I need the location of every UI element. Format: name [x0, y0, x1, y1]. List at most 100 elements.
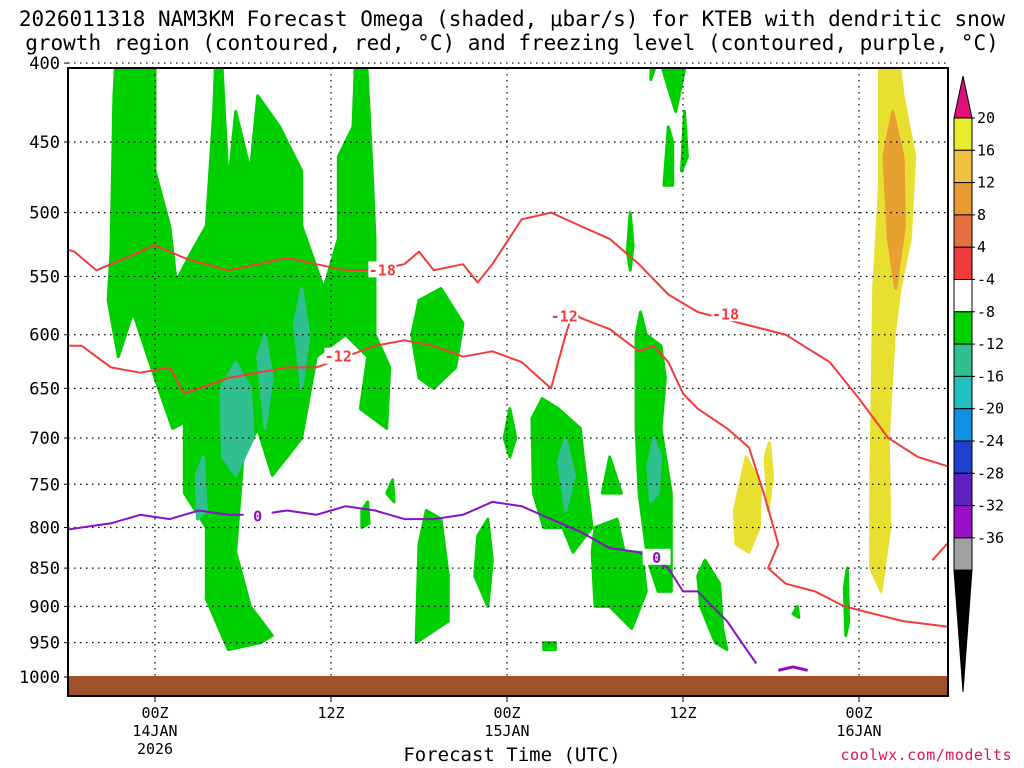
colorbar-top-arrow — [953, 75, 973, 119]
omega-region-f — [469, 0, 478, 11]
omega-region-i3 — [625, 211, 635, 272]
y-tick-label: 550 — [29, 267, 60, 287]
omega-region-h — [590, 517, 648, 630]
y-tick-label: 650 — [29, 379, 60, 399]
omega-region-e — [414, 509, 450, 645]
colorbar-swatch — [953, 472, 973, 507]
plot-frame — [67, 67, 949, 697]
dgz-label-mid-bg — [550, 307, 579, 324]
y-tick-label: 450 — [29, 133, 60, 153]
colorbar-label: -36 — [977, 529, 1004, 547]
omega-region-j2 — [662, 125, 675, 187]
omega-region-g-core — [556, 436, 576, 512]
colorbar-swatch — [953, 505, 973, 539]
x-tick-time: 00Z — [493, 704, 520, 722]
contours: -18 -12 -12 -18 0 0 — [68, 211, 948, 672]
omega-region-m — [791, 604, 801, 619]
dgz-label-upper: -18 — [369, 261, 396, 279]
x-axis-label: Forecast Time (UTC) — [403, 744, 621, 766]
freezing-label-right-bg — [642, 548, 671, 565]
omega-region-pos-c — [763, 441, 774, 512]
x-tick-time: 12Z — [317, 704, 344, 722]
omega-region-pos-d — [869, 68, 917, 593]
grid-lines — [68, 62, 948, 676]
x-tick-date: 14JAN — [132, 722, 177, 740]
colorbar-swatch — [953, 246, 973, 280]
colorbar-swatch — [953, 375, 973, 410]
dgz-contour-lower — [68, 311, 948, 628]
chart-title-line-1: 2026011318 NAM3KM Forecast Omega (shaded… — [18, 7, 1006, 31]
omega-region-l — [696, 558, 729, 652]
y-tick-label: 500 — [29, 204, 60, 224]
y-tick-label: 1000 — [19, 668, 60, 688]
omega-region-b-core2 — [194, 455, 208, 521]
x-tick-date: 15JAN — [484, 722, 529, 740]
colorbar-swatch — [953, 214, 973, 248]
colorbar-swatch — [953, 182, 973, 216]
y-tick-label: 400 — [29, 54, 60, 74]
colorbar-label: -20 — [977, 400, 1004, 418]
freezing-level-contour — [68, 500, 758, 665]
omega-shading — [106, 0, 917, 652]
omega-region-e3 — [360, 500, 371, 529]
colorbar-swatch — [953, 117, 973, 151]
colorbar-label: -8 — [977, 303, 995, 321]
colorbar-label: -16 — [977, 367, 1004, 385]
colorbar-label: -32 — [977, 497, 1004, 515]
y-tick-label: 750 — [29, 475, 60, 495]
dgz-label-lower: -12 — [325, 348, 352, 366]
colorbar-swatch — [953, 149, 973, 184]
dgz-contour-upper — [68, 211, 948, 468]
colorbar: 20 16 12 8 4 -4 -8 -12 -16 -20 -24 -28 -32 -36 — [953, 75, 1004, 693]
omega-region-i — [660, 68, 687, 113]
colorbar-label: -4 — [977, 271, 995, 289]
x-tick-date: 16JAN — [836, 722, 881, 740]
colorbar-swatch — [953, 311, 973, 345]
omega-region-b — [171, 68, 392, 652]
omega-region-h3 — [542, 641, 557, 652]
colorbar-label: -24 — [977, 432, 1004, 450]
omega-region-e2 — [385, 478, 396, 504]
freezing-level-contour-2 — [777, 665, 809, 672]
omega-region-e4 — [473, 517, 494, 608]
x-tick-time: 12Z — [669, 704, 696, 722]
y-tick-label: 850 — [29, 559, 60, 579]
omega-region-h2 — [600, 455, 623, 495]
omega-region-f2 — [502, 407, 518, 459]
colorbar-swatch — [953, 440, 973, 474]
chart-title-line-2: growth region (contoured, red, °C) and f… — [25, 31, 999, 55]
dgz-label-right: -18 — [712, 305, 739, 323]
y-tick-label: 900 — [29, 597, 60, 617]
y-tick-label: 950 — [29, 634, 60, 654]
omega-region-k2 — [680, 110, 689, 173]
omega-region-b-core3 — [256, 333, 274, 430]
omega-region-i2 — [649, 68, 657, 82]
x-tick-time: 00Z — [845, 704, 872, 722]
omega-region-pos-d-core — [882, 110, 906, 290]
colorbar-bottom-arrow — [953, 569, 973, 693]
x-tick-year: 2026 — [137, 740, 173, 758]
colorbar-label: 12 — [977, 174, 995, 192]
credit-link[interactable]: coolwx.com/modelts — [840, 746, 1012, 764]
colorbar-label: 20 — [977, 109, 995, 127]
colorbar-label: 8 — [977, 206, 986, 224]
freezing-label-left: 0 — [253, 508, 262, 526]
pressure-axis: 2503003504004505005506006507007508008509… — [19, 54, 68, 688]
colorbar-label: 16 — [977, 141, 995, 159]
colorbar-label: 4 — [977, 238, 986, 256]
dgz-label-right-bg — [711, 305, 740, 322]
x-tick-time: 00Z — [141, 704, 168, 722]
y-tick-label: 600 — [29, 326, 60, 346]
omega-region-c — [252, 0, 261, 38]
freezing-label-right: 0 — [652, 549, 661, 567]
colorbar-swatch — [953, 343, 973, 377]
dgz-label-lower-bg — [324, 347, 353, 364]
y-tick-label: 800 — [29, 518, 60, 538]
colorbar-swatch — [953, 279, 973, 313]
omega-region-j-core — [646, 436, 663, 504]
freezing-label-left-bg — [243, 507, 272, 524]
colorbar-swatch — [953, 537, 973, 571]
colorbar-swatch — [953, 408, 973, 442]
